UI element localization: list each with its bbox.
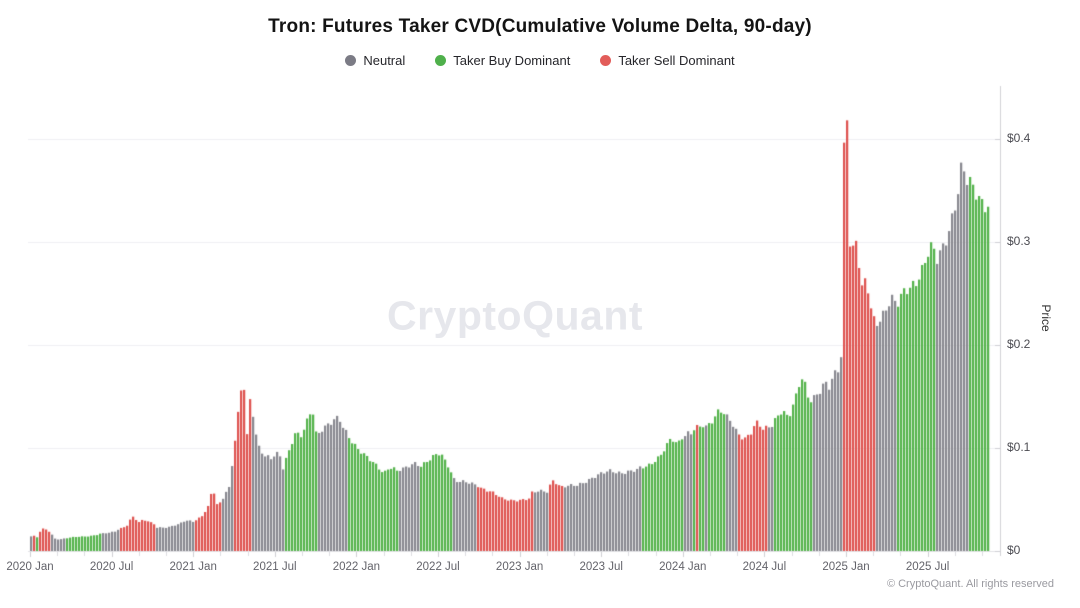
x-axis-tick-label: 2020 Jan <box>6 561 54 573</box>
y-axis-tick-label: $0 <box>1007 543 1021 557</box>
x-axis-tick-label: 2022 Jul <box>416 561 460 573</box>
y-axis-tick-label: $0.1 <box>1007 440 1031 454</box>
x-axis-tick-label: 2025 Jul <box>905 561 950 573</box>
y-axis-title: Price <box>1039 304 1053 332</box>
x-axis-tick-label: 2024 Jul <box>742 561 787 573</box>
y-axis-tick-label: $0.3 <box>1007 234 1031 248</box>
x-axis-tick-label: 2023 Jan <box>495 561 544 573</box>
x-axis-tick-label: 2021 Jan <box>169 561 217 573</box>
copyright-footer: © CryptoQuant. All rights reserved <box>886 578 1054 590</box>
x-axis-tick-label: 2025 Jan <box>822 561 870 573</box>
y-axis-tick-label: $0.2 <box>1007 337 1031 351</box>
x-axis-tick-label: 2020 Jul <box>89 561 134 573</box>
y-axis-tick-label: $0.4 <box>1007 131 1031 145</box>
x-axis-tick-label: 2023 Jul <box>579 561 623 573</box>
x-axis-tick-label: 2022 Jan <box>332 561 381 573</box>
x-axis-tick-label: 2021 Jul <box>253 561 297 573</box>
x-axis-tick-label: 2024 Jan <box>659 561 707 573</box>
